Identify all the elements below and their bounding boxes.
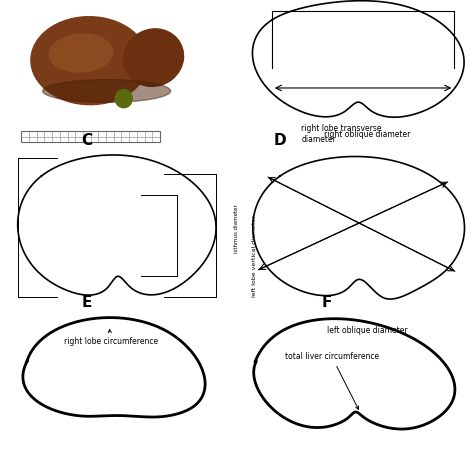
Text: C: C bbox=[81, 134, 92, 148]
Ellipse shape bbox=[31, 17, 148, 105]
Text: right lobe circumference: right lobe circumference bbox=[64, 329, 158, 346]
Text: left lobe vertical diameter: left lobe vertical diameter bbox=[252, 216, 257, 297]
Text: right lobe transverse
diameter: right lobe transverse diameter bbox=[301, 124, 382, 144]
Ellipse shape bbox=[49, 34, 113, 72]
Text: isthmus diameter: isthmus diameter bbox=[234, 205, 239, 254]
Text: E: E bbox=[81, 295, 91, 310]
Ellipse shape bbox=[43, 80, 171, 102]
Text: total liver circumference: total liver circumference bbox=[285, 352, 379, 410]
Text: D: D bbox=[273, 134, 286, 148]
Ellipse shape bbox=[124, 29, 183, 86]
Bar bbox=[21, 131, 160, 142]
Text: F: F bbox=[322, 295, 332, 310]
Ellipse shape bbox=[115, 90, 132, 108]
Text: right oblique diameter: right oblique diameter bbox=[324, 130, 410, 139]
Text: left oblique diameter: left oblique diameter bbox=[327, 326, 408, 335]
